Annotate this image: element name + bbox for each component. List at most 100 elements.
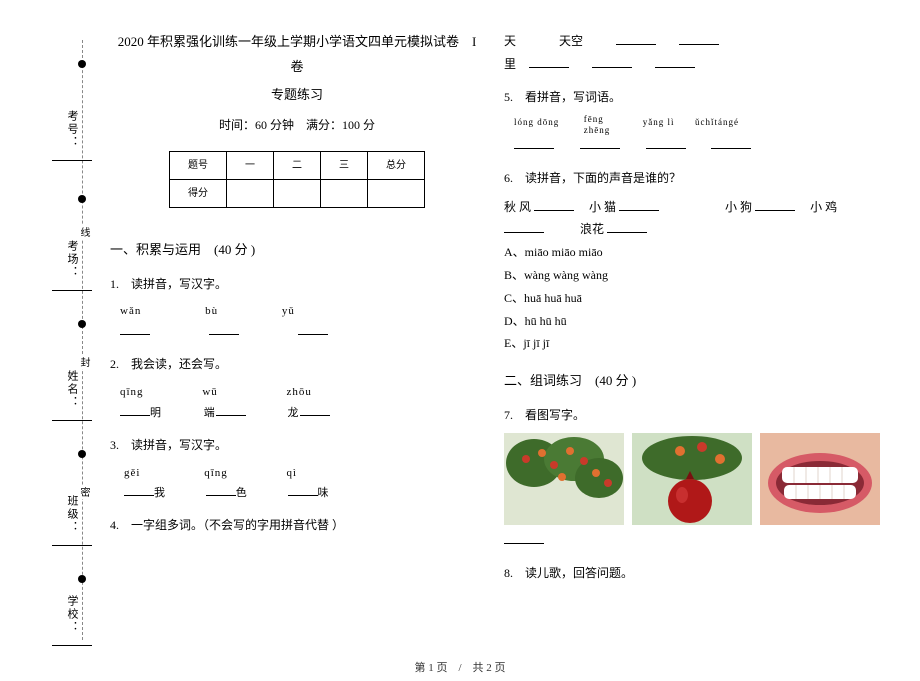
blank [52,279,92,291]
th: 三 [321,151,368,179]
blank [619,199,659,211]
blank [120,404,150,416]
blank [592,56,632,68]
pinyin: yǎng lì [643,117,675,127]
pinyin: qīng [120,386,144,398]
td [227,179,274,207]
dash-label-2: 封 [76,355,91,369]
side-label-class: 班级： [52,495,92,546]
label-text: 考号： [66,110,78,149]
q3-char-row: 我 色 味 [124,483,484,504]
blank [607,221,647,233]
q3-pinyin-row: gěi qīng qì [124,463,484,484]
char: 端 [204,407,216,419]
td [321,179,368,207]
th: 题号 [170,151,227,179]
image-smile [760,433,880,525]
side-label-school: 学校： [52,595,92,646]
section-1-heading: 一、积累与运用 (40 分 ) [110,238,484,263]
question-5: 5. 看拼音，写词语。 [504,86,880,109]
blank [206,484,236,496]
q2-pinyin-row: qīng wū zhōu [120,382,484,403]
char: 天 [504,34,516,48]
word-line-2: 里 [504,53,880,76]
blank [300,404,330,416]
question-8: 8. 读儿歌，回答问题。 [504,562,880,585]
pinyin: bù [205,305,218,317]
image-flowers [504,433,624,525]
pinyin: yǔ [282,305,295,317]
blank [504,221,544,233]
opt-a: A、miāo miāo miāo [504,241,880,264]
blank [52,409,92,421]
question-2: 2. 我会读，还会写。 [110,353,484,376]
word: 秋 风 [504,200,531,214]
blank [616,33,656,45]
label-text: 班级： [66,495,78,534]
char: 里 [504,57,516,71]
table-row: 得分 [170,179,425,207]
word-line-1: 天 天空 [504,30,880,53]
side-label-examno: 考号： [52,110,92,161]
q5-blank-row [514,136,880,157]
opt-e: E、jī jī jī [504,332,880,355]
pinyin: fēng [584,114,604,124]
pinyin: qīng [204,467,228,479]
th: 一 [227,151,274,179]
image-pomegranate [632,433,752,525]
dash-label-1: 线 [76,225,91,239]
blank [679,33,719,45]
pinyin: gěi [124,467,140,479]
dot [78,60,86,68]
exam-title: 2020 年积累强化训练一年级上学期小学语文四单元模拟试卷 I 卷 [110,30,484,79]
question-4: 4. 一字组多词。（不会写的字用拼音代替 ） [110,514,484,537]
q2-char-row: 明 端 龙 [120,403,484,424]
blank [655,56,695,68]
pinyin: zhōu [287,386,312,398]
pinyin: wǎn [120,305,141,317]
left-column: 2020 年积累强化训练一年级上学期小学语文四单元模拟试卷 I 卷 专题练习 时… [110,30,504,660]
label-text: 学校： [66,595,78,634]
dot [78,320,86,328]
blank [514,137,554,149]
td [368,179,425,207]
char: 龙 [288,407,300,419]
blank [288,484,318,496]
td: 得分 [170,179,227,207]
blank [711,137,751,149]
pinyin: qì [287,467,298,479]
blank [534,199,574,211]
char: 天空 [559,34,583,48]
th: 二 [274,151,321,179]
side-label-room: 考场： [52,240,92,291]
dot [78,575,86,583]
question-3: 3. 读拼音，写汉字。 [110,434,484,457]
question-7: 7. 看图写字。 [504,404,880,427]
blank [755,199,795,211]
blank [504,532,544,544]
section-2-heading: 二、组词练习 (40 分 ) [504,369,880,394]
exam-subtitle: 专题练习 [110,83,484,108]
question-1: 1. 读拼音，写汉字。 [110,273,484,296]
pinyin: wū [202,386,217,398]
binding-sidebar: 考号： 线 考场： 封 姓名： 密 班级： 学校： [0,0,100,681]
table-row: 题号 一 二 三 总分 [170,151,425,179]
th: 总分 [368,151,425,179]
opt-b: B、wàng wàng wàng [504,264,880,287]
blank [529,56,569,68]
exam-timing: 时间：60 分钟 满分：100 分 [110,114,484,137]
blank [216,404,246,416]
pinyin: lóng dōng [514,117,559,127]
opt-d: D、hū hū hū [504,310,880,333]
word: 小 鸡 [810,200,837,214]
dot [78,195,86,203]
blank [646,137,686,149]
word: 小 狗 [725,200,752,214]
pinyin: ǔchǐtángé [695,117,739,127]
right-column: 天 天空 里 5. 看拼音，写词语。 lóng dōng fēng zhēng … [504,30,900,660]
score-table: 题号 一 二 三 总分 得分 [169,151,425,208]
label-text: 姓名： [66,370,78,409]
q7-blanks [504,529,880,552]
char: 味 [318,487,330,499]
char: 我 [154,487,166,499]
